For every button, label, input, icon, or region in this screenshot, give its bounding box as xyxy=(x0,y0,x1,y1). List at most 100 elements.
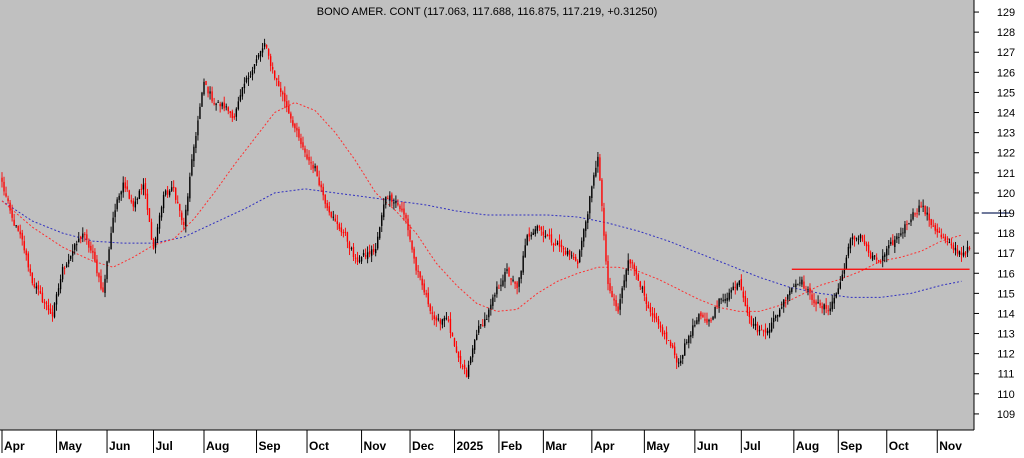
candle-body xyxy=(504,272,506,282)
candle-body xyxy=(445,317,448,319)
candle-body xyxy=(419,271,421,278)
candle-body xyxy=(964,252,967,255)
candle-body xyxy=(508,268,510,277)
x-tick-label: Jul xyxy=(156,439,173,453)
candle-body xyxy=(669,341,672,347)
candle-body xyxy=(823,304,825,310)
candle-body xyxy=(958,251,961,255)
candle-body xyxy=(383,204,385,218)
candle-body xyxy=(869,252,872,258)
candle-body xyxy=(292,120,294,126)
candle-body xyxy=(298,128,300,138)
candle-body xyxy=(595,167,597,177)
candle-body xyxy=(678,362,680,364)
y-tick-label: 129 xyxy=(997,7,1015,19)
candle-body xyxy=(906,223,908,226)
candle-body xyxy=(19,231,21,235)
candle-body xyxy=(453,338,456,347)
candle-body xyxy=(772,318,775,323)
candle-body xyxy=(912,212,914,220)
candle-body xyxy=(871,255,874,260)
candle-body xyxy=(730,290,732,293)
candle-body xyxy=(255,59,258,63)
candle-body xyxy=(409,230,411,240)
candle-body xyxy=(49,308,52,314)
candle-body xyxy=(605,234,607,262)
candle-body xyxy=(164,190,167,195)
candle-body xyxy=(96,259,98,274)
candle-body xyxy=(631,262,633,264)
candle-body xyxy=(65,264,68,268)
candle-body xyxy=(377,236,379,249)
candle-body xyxy=(548,235,551,237)
candle-body xyxy=(21,232,23,240)
candle-body xyxy=(278,81,280,87)
candle-body xyxy=(88,240,90,248)
candle-body xyxy=(318,177,320,186)
candle-body xyxy=(78,238,80,243)
candle-body xyxy=(722,299,724,301)
candle-body xyxy=(33,283,36,287)
candle-body xyxy=(92,250,94,253)
candle-body xyxy=(15,225,17,227)
candle-body xyxy=(197,120,199,136)
x-tick-label: Apr xyxy=(4,439,25,453)
candle-body xyxy=(855,237,858,239)
candle-body xyxy=(542,231,545,236)
candle-body xyxy=(282,92,284,95)
candle-body xyxy=(865,243,868,247)
x-tick-label: Apr xyxy=(594,439,615,453)
candle-body xyxy=(698,314,700,322)
candle-body xyxy=(201,92,203,107)
candle-body xyxy=(762,330,765,332)
candle-body xyxy=(845,257,848,270)
candle-body xyxy=(655,316,658,320)
candle-body xyxy=(827,310,829,312)
candle-body xyxy=(326,203,328,208)
ma-long-line xyxy=(1,188,962,298)
candle-body xyxy=(37,285,40,290)
candle-body xyxy=(219,103,221,107)
candle-body xyxy=(522,255,524,273)
candle-body xyxy=(144,183,147,196)
candle-body xyxy=(344,231,347,233)
x-tick-label: Aug xyxy=(796,439,819,453)
candle-body xyxy=(492,297,494,306)
candle-body xyxy=(544,235,547,237)
ma-long-layer xyxy=(1,188,962,298)
candle-body xyxy=(154,238,157,248)
candle-body xyxy=(114,210,116,218)
candle-body xyxy=(471,348,474,358)
candle-body xyxy=(478,325,480,333)
candle-body xyxy=(645,297,648,305)
candle-body xyxy=(710,320,712,322)
candle-body xyxy=(370,249,373,256)
candle-body xyxy=(316,166,318,177)
candle-body xyxy=(213,103,215,105)
candle-body xyxy=(82,233,84,238)
candle-body xyxy=(839,282,841,289)
candle-body xyxy=(423,283,425,293)
candle-body xyxy=(851,237,854,240)
candle-body xyxy=(942,237,945,239)
candle-body xyxy=(63,267,66,269)
candle-body xyxy=(940,234,942,238)
candle-body xyxy=(31,272,33,284)
candle-body xyxy=(84,234,86,236)
candle-body xyxy=(350,248,353,250)
candle-body xyxy=(700,312,702,317)
y-tick-label: 119 xyxy=(997,208,1015,220)
candle-body xyxy=(308,156,310,161)
candle-body xyxy=(372,248,375,252)
candle-body xyxy=(379,227,381,239)
candle-body xyxy=(486,318,488,320)
candle-body xyxy=(411,240,413,250)
candle-body xyxy=(659,325,662,328)
y-tick-label: 114 xyxy=(997,308,1015,320)
y-tick-label: 116 xyxy=(997,268,1015,280)
candle-body xyxy=(835,293,837,298)
candle-body xyxy=(439,320,442,324)
candle-body xyxy=(362,253,365,256)
candle-body xyxy=(381,215,383,226)
candle-body xyxy=(550,234,553,243)
